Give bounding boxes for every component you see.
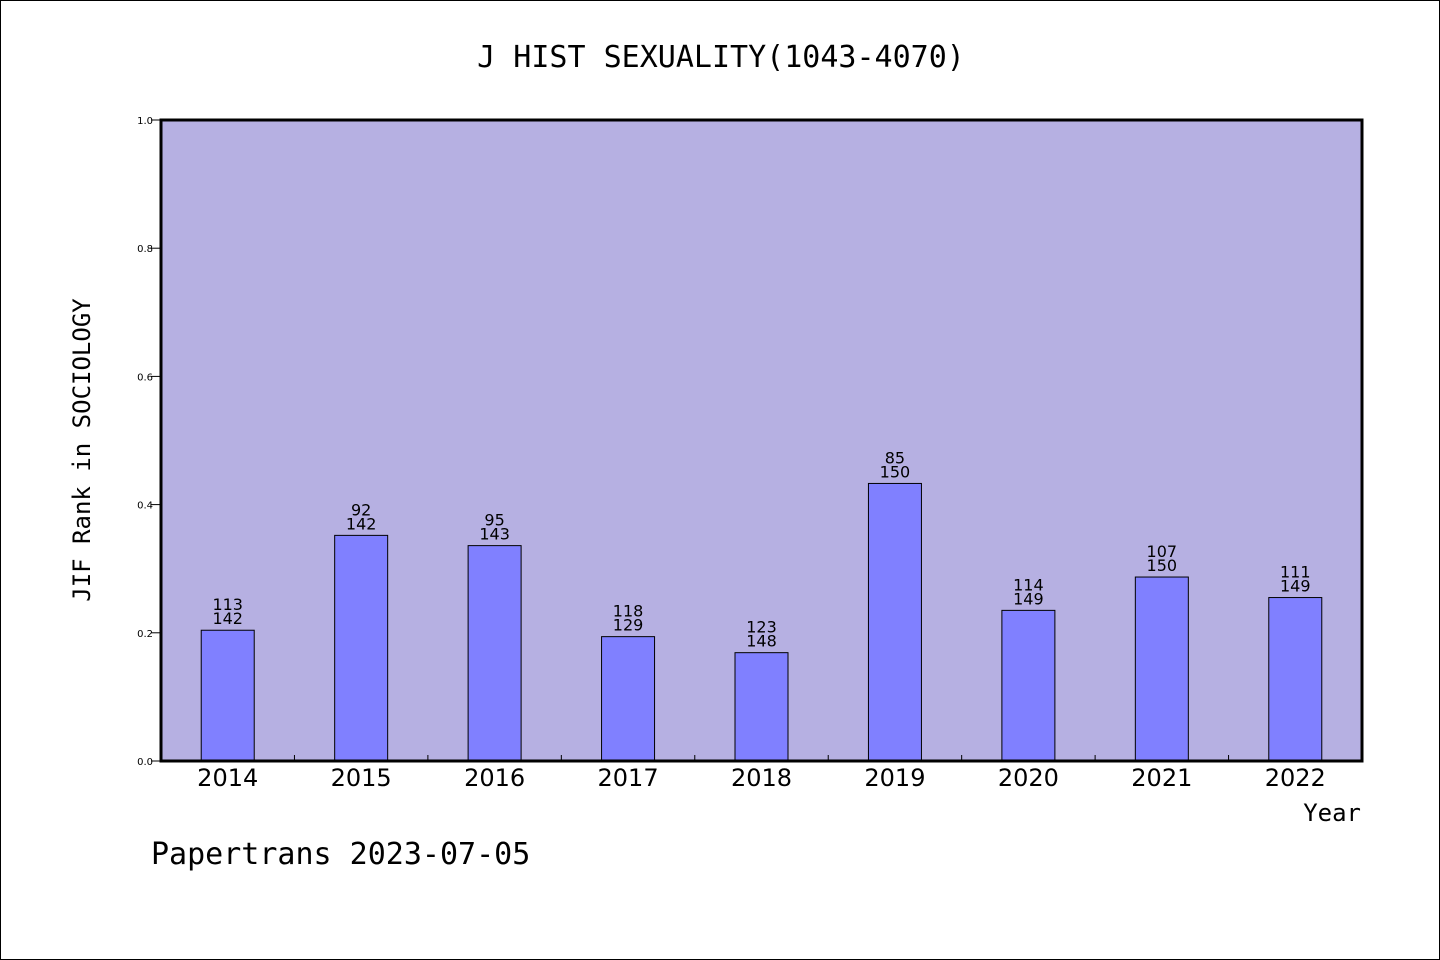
bar-total-label: 142 <box>212 609 243 628</box>
x-tick-label: 2022 <box>1265 764 1326 792</box>
bar-rank-label: 118 <box>613 602 644 621</box>
bar-rank-label: 113 <box>212 595 243 614</box>
bar-2015 <box>334 534 389 762</box>
bar-2020 <box>1001 609 1056 762</box>
bar-total-label: 150 <box>1147 556 1178 575</box>
x-tick-label: 2014 <box>197 764 258 792</box>
bar-2014 <box>200 629 255 762</box>
bar-rank-label: 111 <box>1280 563 1311 582</box>
bar-total-label: 148 <box>746 632 777 651</box>
bar-total-label: 150 <box>880 462 911 481</box>
bar-total-label: 149 <box>1280 577 1311 596</box>
y-tick-label: 1.0 <box>137 116 153 127</box>
x-tick-label: 2015 <box>331 764 392 792</box>
bar-2018 <box>734 652 789 762</box>
bar-total-label: 149 <box>1013 589 1044 608</box>
y-tick-label: 0.2 <box>137 629 153 640</box>
bar-total-label: 143 <box>479 525 510 544</box>
x-tick-label: 2019 <box>864 764 925 792</box>
x-axis-label: Year <box>1303 799 1361 827</box>
bar-2019 <box>867 482 922 762</box>
bar-2021 <box>1134 576 1189 762</box>
y-tick-label: 0.8 <box>137 244 153 255</box>
x-tick-label: 2020 <box>998 764 1059 792</box>
bar-2016 <box>467 545 522 762</box>
y-tick-label: 0.4 <box>137 501 153 512</box>
x-tick-label: 2016 <box>464 764 525 792</box>
bar-total-label: 142 <box>346 514 377 533</box>
bar-rank-label: 92 <box>351 500 371 519</box>
plot-area <box>159 118 1364 763</box>
bar-2017 <box>601 636 656 762</box>
y-tick-label: 0.6 <box>137 372 153 383</box>
bar-2022 <box>1268 597 1323 762</box>
bar-rank-label: 85 <box>885 448 905 467</box>
x-tick-label: 2018 <box>731 764 792 792</box>
bar-rank-label: 95 <box>484 511 504 530</box>
y-axis-label: JIF Rank in SOCIOLOGY <box>68 298 96 602</box>
bar-rank-label: 107 <box>1147 542 1178 561</box>
y-tick-label: 0.0 <box>137 757 153 768</box>
x-tick-label: 2021 <box>1131 764 1192 792</box>
footer-stamp: Papertrans 2023-07-05 <box>151 837 530 872</box>
x-axis-ticks: 2014 2015 2016 2017 2018 2019 2020 2021 2022 <box>197 755 1326 792</box>
bar-rank-label: 114 <box>1013 575 1044 594</box>
bar-total-label: 129 <box>613 616 644 635</box>
bar-rank-label: 123 <box>746 618 777 637</box>
x-tick-label: 2017 <box>598 764 659 792</box>
chart-title: J HIST SEXUALITY(1043-4070) <box>477 40 965 75</box>
y-axis-ticks: 0.0 0.2 0.4 0.6 0.8 1.0 <box>137 116 161 768</box>
